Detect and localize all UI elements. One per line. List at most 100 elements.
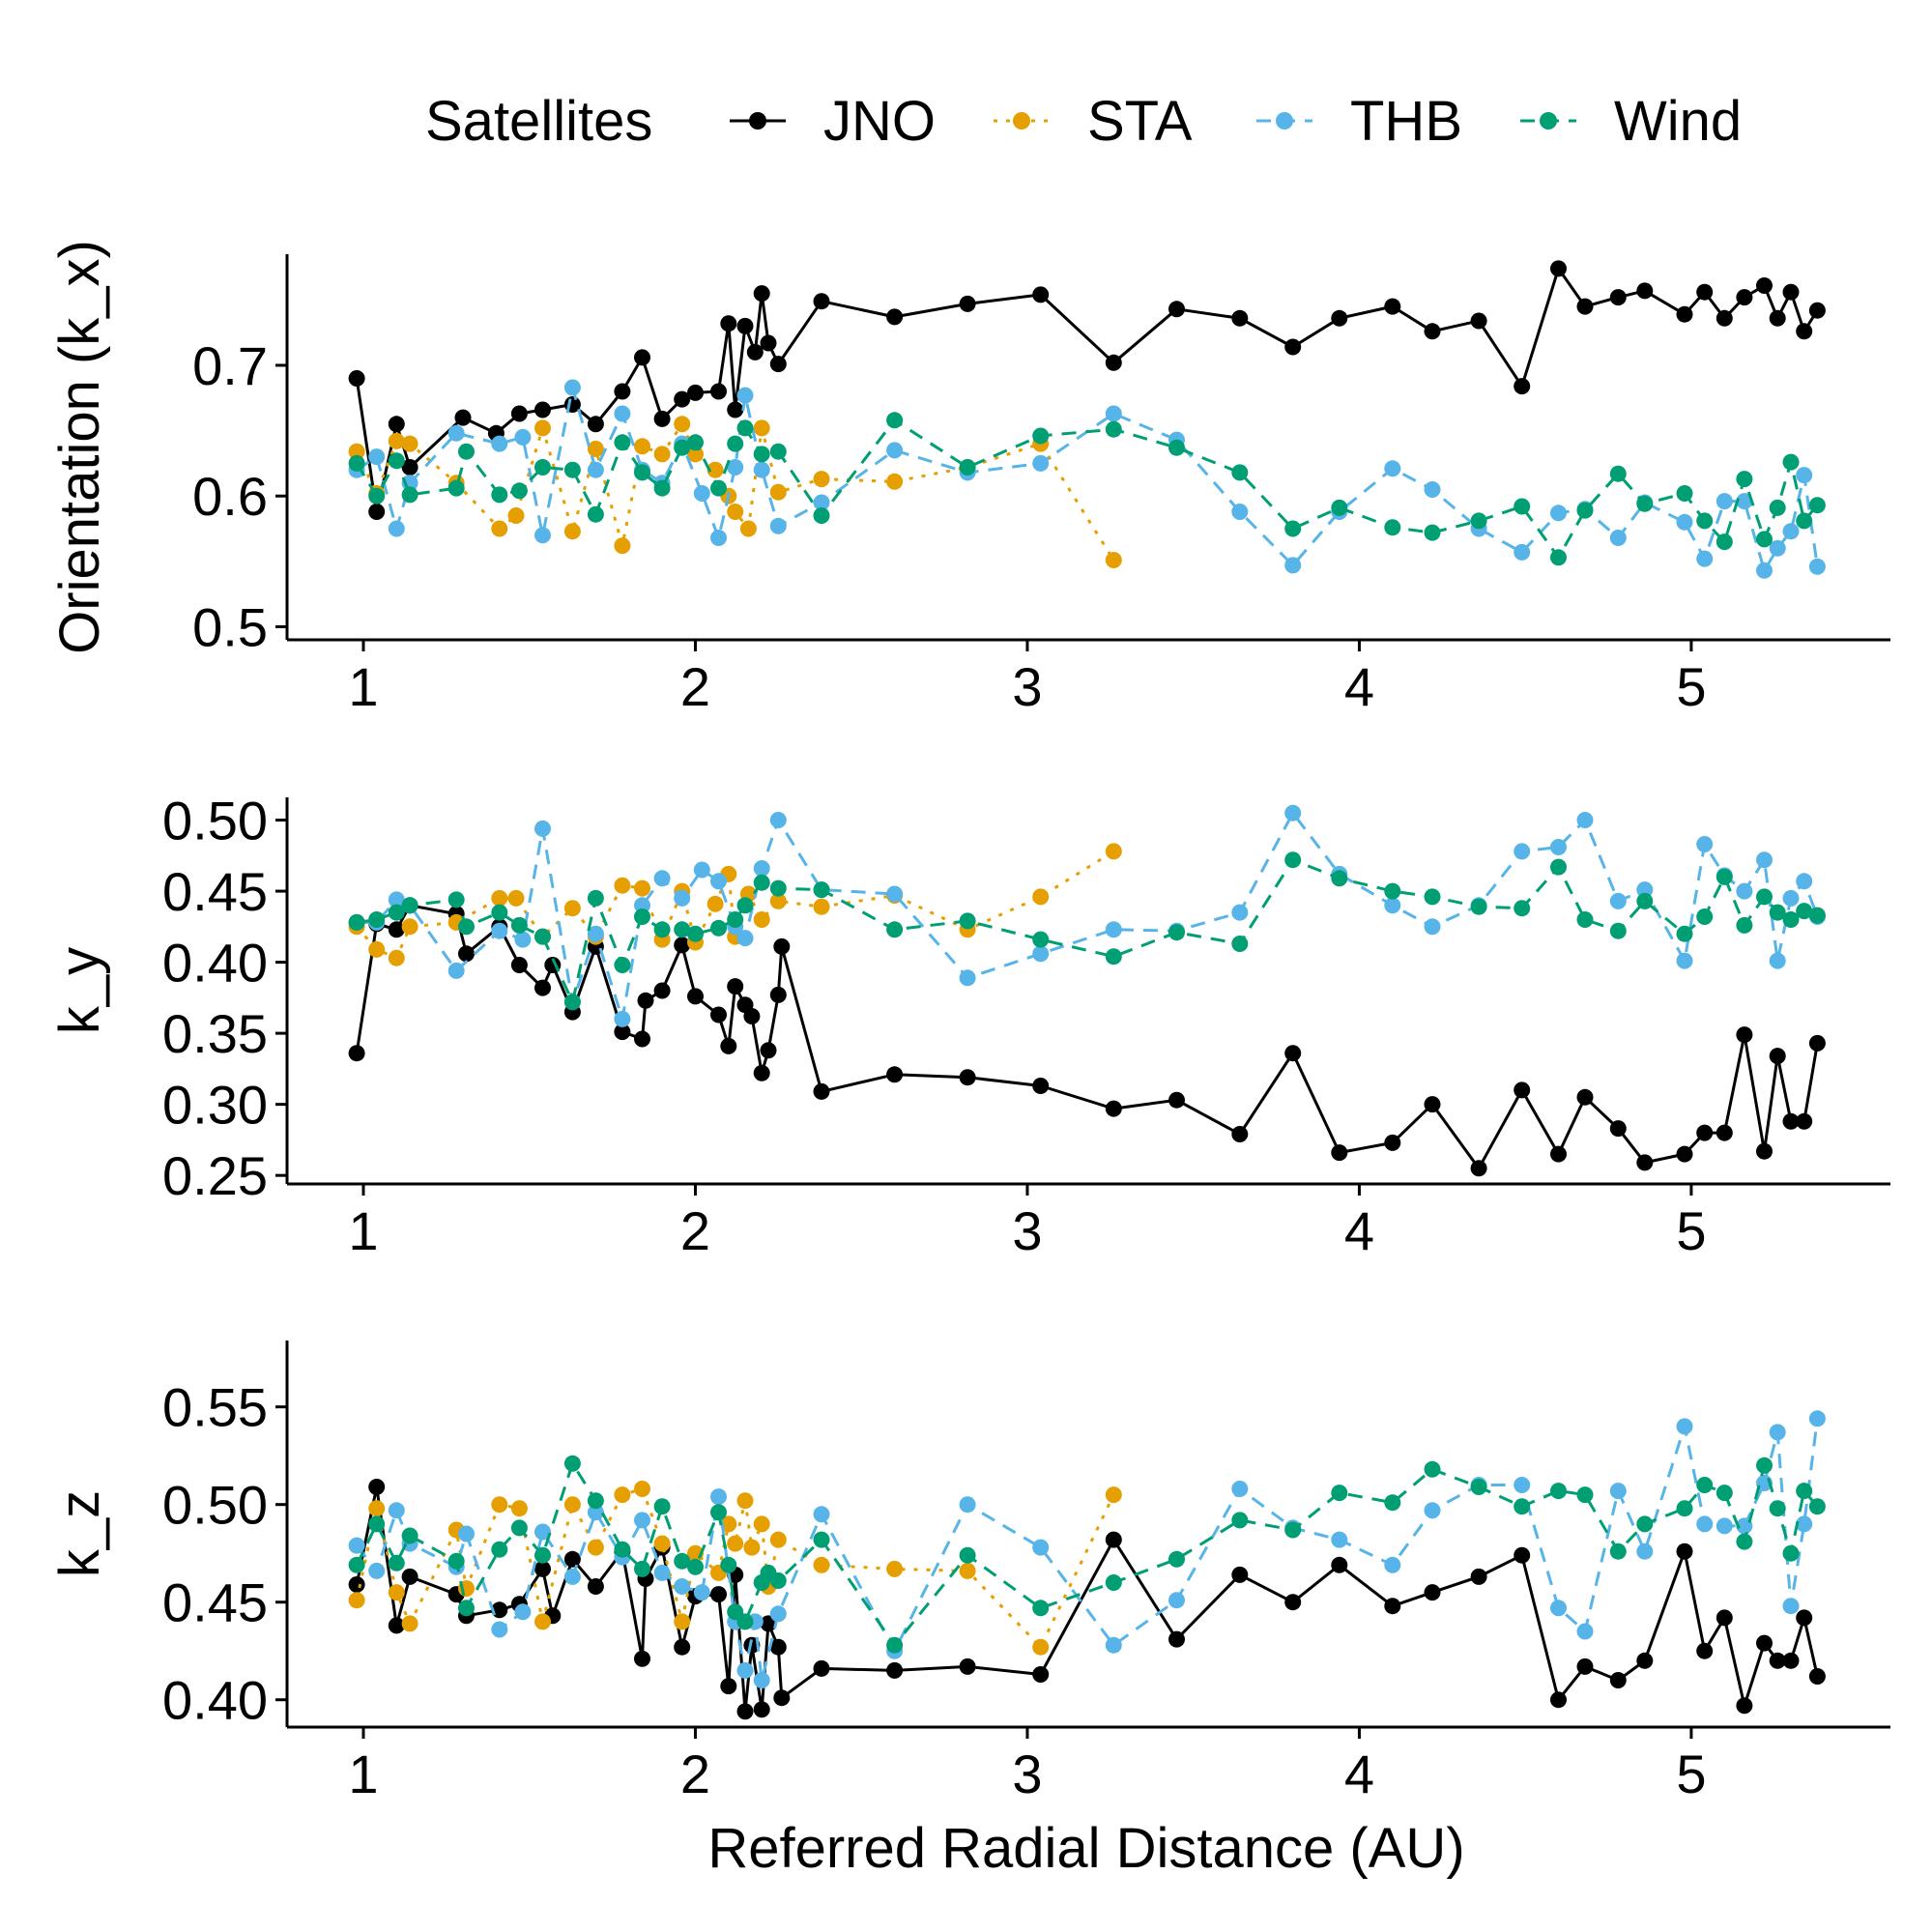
data-point-jno (587, 1578, 604, 1595)
data-point-wind (959, 912, 976, 930)
data-point-jno (458, 945, 475, 963)
data-point-wind (491, 904, 508, 921)
data-point-sta (634, 1481, 650, 1497)
y-axis-title: Orientation (k_x) (48, 240, 111, 654)
data-point-wind (510, 482, 528, 500)
data-point-sta (348, 443, 365, 460)
data-point-wind (959, 459, 976, 476)
data-point-wind (491, 486, 508, 504)
data-point-sta (401, 1615, 418, 1632)
data-point-jno (1331, 1556, 1348, 1573)
series-jno (348, 897, 1826, 1177)
data-point-thb (614, 1010, 631, 1027)
data-point-jno (674, 390, 691, 408)
data-point-jno (1782, 1112, 1800, 1130)
data-point-wind (1636, 892, 1654, 909)
data-point-wind (368, 911, 386, 928)
data-point-wind (1609, 465, 1627, 482)
data-point-thb (1331, 1531, 1348, 1548)
data-point-thb (959, 1496, 976, 1514)
data-point-thb (1424, 481, 1441, 498)
data-point-jno (637, 992, 654, 1009)
data-point-jno (760, 334, 777, 352)
data-point-wind (1808, 907, 1826, 924)
data-point-jno (510, 405, 528, 422)
series-line-jno (355, 904, 1819, 1170)
data-point-thb (653, 1564, 671, 1581)
data-point-wind (1424, 888, 1441, 906)
data-point-jno (710, 383, 727, 400)
data-point-wind (813, 1531, 830, 1548)
data-point-sta (587, 441, 604, 457)
data-point-wind (1808, 1498, 1826, 1515)
data-point-wind (1331, 499, 1348, 516)
data-point-thb (388, 520, 405, 537)
data-point-thb (1696, 550, 1714, 567)
data-point-wind (1782, 1544, 1800, 1562)
data-point-sta (753, 911, 770, 928)
data-point-thb (368, 1562, 386, 1579)
x-tick-label: 1 (348, 656, 378, 717)
data-point-jno (1331, 1144, 1348, 1162)
data-point-jno (1796, 323, 1813, 340)
data-point-wind (458, 1600, 475, 1617)
data-point-jno (1769, 1652, 1786, 1669)
series-line-thb (355, 1418, 1819, 1682)
data-point-wind (1736, 916, 1753, 934)
data-point-thb (1384, 1556, 1401, 1573)
data-point-thb (534, 527, 551, 544)
data-point-jno (769, 1638, 787, 1656)
data-point-jno (813, 293, 830, 310)
data-point-jno (1576, 1088, 1594, 1106)
data-point-thb (1424, 918, 1441, 936)
data-point-sta (753, 419, 770, 437)
data-point-thb (1796, 1515, 1813, 1533)
data-point-thb (388, 891, 405, 908)
data-point-wind (653, 921, 671, 938)
y-tick-label: 0.40 (162, 933, 268, 994)
data-point-wind (769, 879, 787, 897)
data-point-jno (1032, 1078, 1050, 1094)
data-point-jno (727, 401, 744, 418)
data-point-sta (401, 435, 418, 452)
data-point-sta (491, 520, 508, 537)
series-line-jno (355, 1485, 1819, 1714)
data-point-jno (534, 979, 551, 996)
data-point-thb (1384, 897, 1401, 914)
series-wind (348, 1455, 1826, 1654)
data-point-jno (1696, 1124, 1714, 1141)
data-point-jno (388, 416, 405, 433)
data-point-wind (1716, 1485, 1733, 1502)
x-tick-label: 2 (680, 656, 710, 717)
y-tick-label: 0.7 (192, 335, 268, 396)
data-point-wind (1756, 888, 1773, 906)
data-point-jno (1424, 323, 1441, 340)
data-point-jno (1550, 1691, 1567, 1709)
data-point-sta (720, 1515, 737, 1533)
data-point-wind (634, 908, 650, 925)
data-point-jno (1168, 1630, 1185, 1648)
data-point-sta (534, 419, 551, 437)
data-point-thb (1696, 836, 1714, 852)
data-point-wind (1609, 922, 1627, 939)
data-point-jno (1782, 1652, 1800, 1669)
data-point-thb (1032, 454, 1050, 472)
data-point-jno (1716, 1124, 1733, 1141)
y-tick-label: 0.35 (162, 1003, 268, 1064)
x-axis-title: Referred Radial Distance (AU) (707, 1817, 1464, 1880)
data-point-wind (753, 446, 770, 463)
data-point-thb (1808, 558, 1826, 575)
data-point-wind (710, 919, 727, 937)
data-point-thb (1231, 504, 1249, 520)
data-point-wind (587, 505, 604, 523)
data-point-wind (368, 1515, 386, 1533)
data-point-thb (1782, 889, 1800, 907)
data-point-sta (491, 1496, 508, 1514)
data-point-jno (720, 1678, 737, 1695)
data-point-wind (1756, 1456, 1773, 1474)
data-point-jno (534, 401, 551, 418)
data-point-wind (1676, 1500, 1693, 1517)
legend-label-wind: Wind (1614, 90, 1742, 153)
data-point-jno (1696, 283, 1714, 301)
data-point-thb (534, 1523, 551, 1541)
